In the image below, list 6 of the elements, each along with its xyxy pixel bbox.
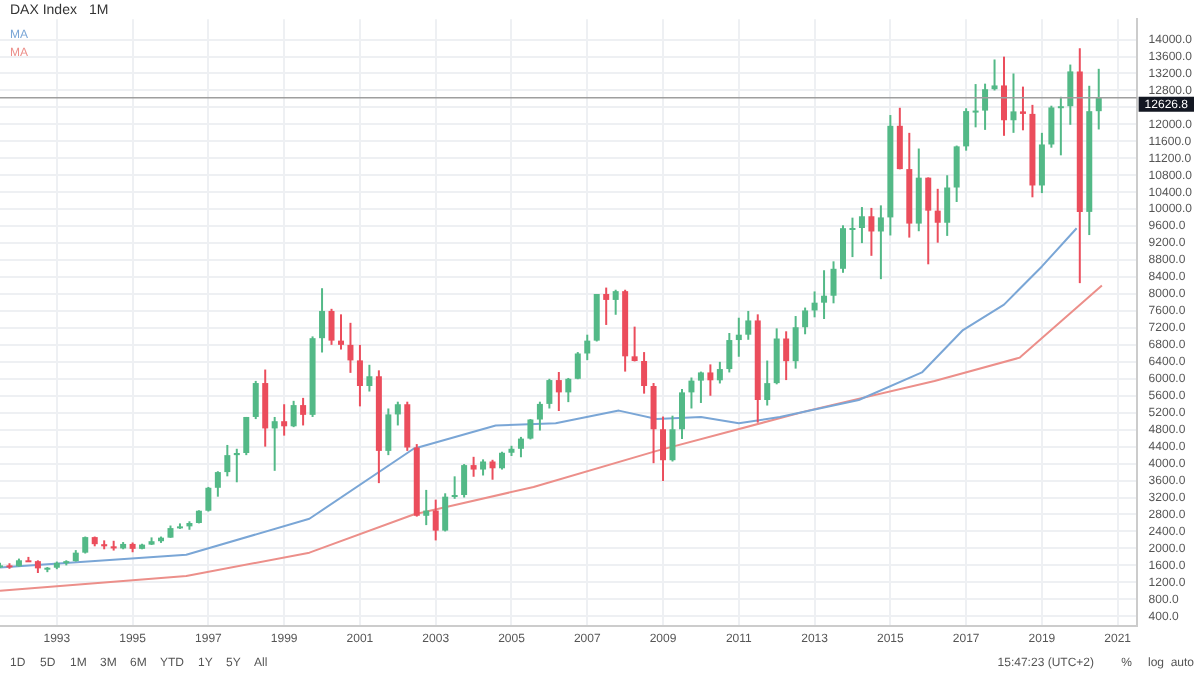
candlestick <box>1019 86 1026 131</box>
candlestick <box>451 476 458 499</box>
candlestick <box>233 448 240 483</box>
candlestick <box>972 84 979 128</box>
candlestick <box>337 314 344 350</box>
candlestick <box>1057 96 1064 156</box>
